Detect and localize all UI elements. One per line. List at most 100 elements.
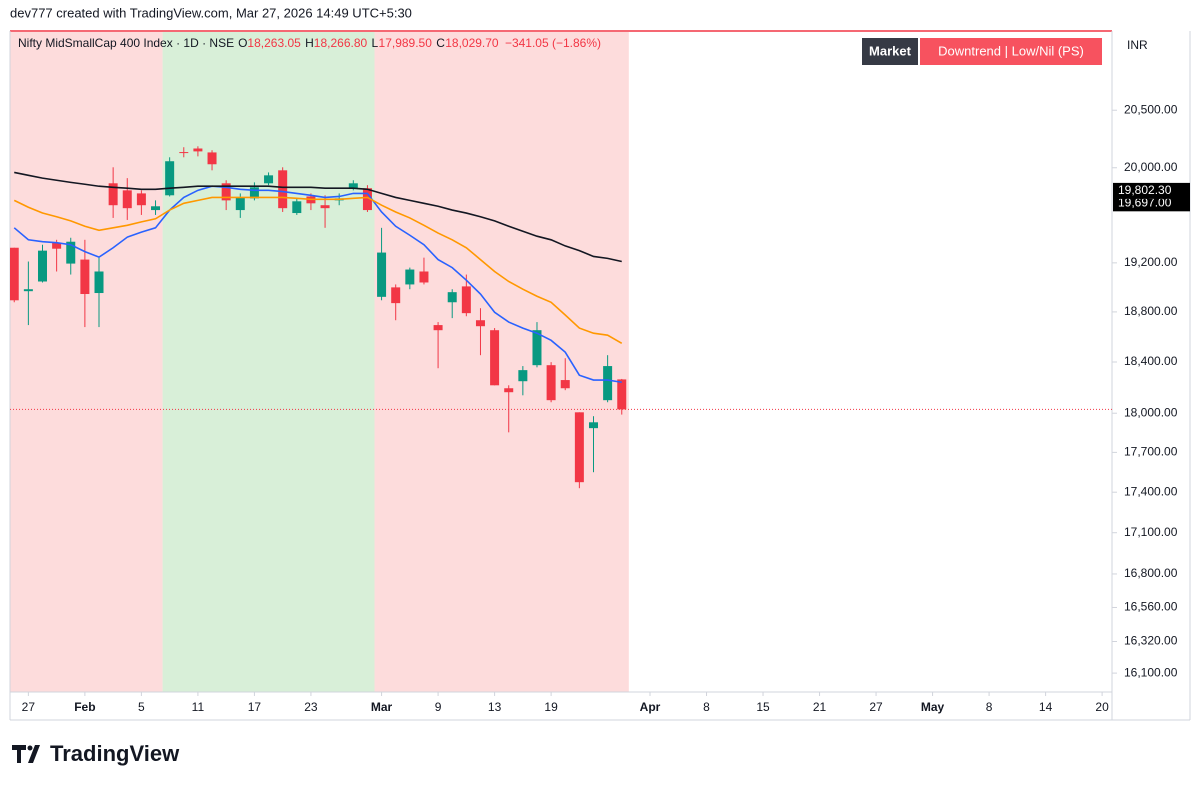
ohlc-key: O (238, 36, 247, 50)
ohlc-legend: O 18,263.05 H 18,266.80 L 17,989.50 C 18,029.70… (238, 36, 601, 50)
candle-body (37, 250, 47, 282)
x-tick-label: 15 (756, 700, 770, 714)
candle-body (249, 187, 259, 199)
candle-body (151, 206, 161, 211)
candle-body (588, 422, 598, 429)
candle-body (447, 292, 457, 303)
y-tick-label: 20,500.00 (1124, 102, 1178, 116)
x-tick-label: 8 (986, 700, 993, 714)
candle-body (122, 190, 132, 209)
candle-body (518, 370, 528, 382)
candle-body (23, 289, 33, 292)
candle-body (278, 170, 288, 209)
ohlc-key: C (436, 36, 445, 50)
background-region (10, 32, 163, 692)
currency: INR (1127, 38, 1148, 52)
candle-body (617, 379, 627, 410)
candle-body (108, 183, 118, 206)
candle-body (546, 365, 556, 401)
background-region (374, 32, 629, 692)
y-tick-label: 18,800.00 (1124, 304, 1178, 318)
x-tick-label: 27 (22, 700, 36, 714)
y-tick-label: 17,100.00 (1124, 525, 1178, 539)
candle-body (377, 252, 387, 297)
x-tick-label: 17 (248, 700, 262, 714)
x-tick-label: 13 (488, 700, 502, 714)
candle-body (490, 330, 500, 386)
y-tick-label: 17,700.00 (1124, 445, 1178, 459)
brand: TradingView (50, 741, 180, 766)
y-tick-label: 16,560.00 (1124, 600, 1178, 614)
candle-body (405, 269, 415, 285)
x-tick-label: 14 (1039, 700, 1053, 714)
candle-body (165, 161, 175, 196)
ohlc-value: 18,266.80 (314, 36, 368, 50)
regions (10, 32, 629, 692)
badge: Market (869, 43, 912, 58)
y-tick-label: 16,320.00 (1124, 634, 1178, 648)
y-tick-label: 20,000.00 (1124, 160, 1178, 174)
price-tag (1113, 182, 1190, 199)
candle-body (235, 197, 245, 211)
candle-body (603, 366, 613, 401)
candle-body (136, 193, 146, 206)
logo-icon (12, 745, 40, 763)
badge-bg (920, 38, 1102, 65)
candle-body (179, 152, 189, 154)
x-tick-label: 11 (192, 700, 205, 714)
x-tick-label: 5 (138, 700, 145, 714)
ohlc-key: H (305, 36, 314, 50)
candle-body (94, 271, 104, 294)
candle-body (532, 330, 542, 366)
x-tick-label: Apr (640, 700, 661, 714)
candle-body (504, 388, 514, 393)
price-tag (1113, 195, 1190, 212)
logo: TradingView (12, 741, 180, 766)
credit: dev777 created with TradingView.com, Mar… (10, 5, 412, 20)
x-tick-label: May (921, 700, 945, 714)
candle-body (391, 287, 401, 304)
candle-body (362, 188, 372, 211)
axes: 20,500.00 20,000.00 19,200.00 18,800.00 18,4… (22, 102, 1190, 714)
logo-dot (27, 745, 33, 751)
badge-bg (862, 38, 918, 65)
moving-average (13, 196, 623, 345)
candle-body (574, 412, 584, 483)
moving-average (13, 185, 622, 384)
x-tick-label: 8 (703, 700, 710, 714)
candle-body (264, 175, 274, 184)
price-tag-label: 19,697.00 (1118, 195, 1172, 209)
x-tick-label: 9 (435, 700, 442, 714)
symbol-title: Nifty MidSmallCap 400 Index · 1D · NSE (18, 36, 234, 50)
moving-average (14, 171, 622, 263)
x-tick-label: 19 (544, 700, 558, 714)
x-tick-label: 23 (304, 700, 318, 714)
y-tick-label: 18,000.00 (1124, 405, 1178, 419)
x-tick-label: Mar (371, 700, 393, 714)
candle-body (461, 286, 471, 314)
y-tick-label: 18,400.00 (1124, 354, 1178, 368)
candle-body (348, 183, 358, 189)
price-tag-label: 19,802.30 (1118, 183, 1172, 197)
candle-body (475, 320, 485, 327)
badge: Downtrend | Low/Nil (PS) (938, 43, 1084, 58)
y-tick-label: 17,400.00 (1124, 484, 1178, 498)
candle-body (560, 380, 570, 389)
candle-body (207, 152, 217, 165)
x-tick-label: 21 (813, 700, 827, 714)
candle-body (52, 242, 62, 249)
change: −341.05 (−1.86%) (505, 36, 601, 50)
ohlc-value: 17,989.50 (379, 36, 433, 50)
ohlc-value: 18,263.05 (247, 36, 301, 50)
candle-body (66, 241, 76, 264)
candle-body (320, 205, 330, 209)
x-tick-label: 27 (869, 700, 883, 714)
candle-body (221, 183, 231, 201)
y-tick-label: 19,200.00 (1124, 255, 1178, 269)
candle-body (193, 148, 203, 152)
ohlc-key: L (372, 36, 379, 50)
ohlc-value: 18,029.70 (445, 36, 499, 50)
background-region (162, 32, 375, 692)
